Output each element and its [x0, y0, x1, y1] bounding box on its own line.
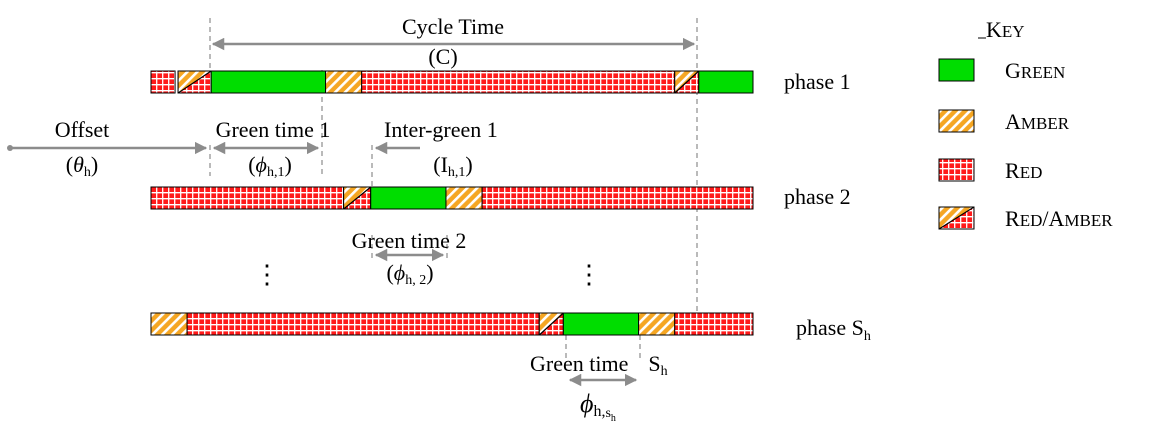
- segment-amber: [638, 312, 676, 336]
- phase-s-bar: [150, 312, 754, 336]
- legend-swatch-green: [938, 58, 975, 82]
- legend-swatch-red: [938, 158, 975, 182]
- segment-red: [361, 70, 676, 94]
- segment-red: [481, 186, 754, 210]
- legend-swatch-amber: [938, 109, 975, 133]
- phase-s-label: phase Sh: [796, 315, 871, 344]
- legend: KEY GREEN AMBER RED RED/AMBER: [938, 17, 1113, 231]
- segment-red-amber-divider: [538, 312, 564, 336]
- phase-1-label: phase 1: [784, 69, 851, 94]
- segment-red-amber-divider: [674, 70, 700, 94]
- inter-green-1-label: Inter-green 1: [384, 117, 498, 142]
- legend-swatch-red-amber-divider: [938, 206, 975, 230]
- segment-green: [210, 70, 327, 94]
- segment-red: [674, 312, 754, 336]
- legend-swatch-red-amber-border: [938, 206, 975, 230]
- inter-green-1-symbol: (Ih,1): [433, 152, 472, 180]
- ellipsis-right: ⋮: [576, 260, 602, 289]
- green-time-s-label: Green time Sh: [530, 351, 668, 379]
- legend-label-amber: AMBER: [1005, 109, 1070, 134]
- phase-1-bar: [150, 70, 754, 94]
- segment-red-amber-divider: [177, 70, 212, 94]
- green-time-2-symbol: (ϕh, 2): [386, 260, 433, 288]
- segment-red: [150, 70, 176, 94]
- phase-2-bar: [150, 186, 754, 210]
- ellipsis-left: ⋮: [254, 260, 280, 289]
- cycle-time-label: Cycle Time: [402, 14, 504, 39]
- segment-red-amber-divider: [343, 186, 372, 210]
- legend-label-green: GREEN: [1005, 58, 1065, 83]
- offset-symbol: (θh): [66, 152, 98, 180]
- segment-amber: [445, 186, 483, 210]
- green-time-s-symbol: ϕh,sh: [580, 389, 616, 424]
- legend-title: KEY: [986, 17, 1025, 42]
- segment-green: [370, 186, 447, 210]
- green-time-1-symbol: (ϕh,1): [248, 152, 292, 180]
- green-time-2-label: Green time 2: [352, 228, 467, 253]
- segment-green: [698, 70, 754, 94]
- offset-arrow-tail: [7, 145, 13, 151]
- segment-green: [562, 312, 640, 336]
- legend-label-red: RED: [1005, 158, 1042, 183]
- phase-2-label: phase 2: [784, 184, 851, 209]
- segment-amber: [325, 70, 363, 94]
- segment-red: [186, 312, 540, 336]
- cycle-symbol: (C): [428, 44, 457, 69]
- segment-amber: [150, 312, 188, 336]
- segment-red: [150, 186, 345, 210]
- offset-label: Offset: [55, 117, 110, 142]
- legend-label-red-amber: RED/AMBER: [1005, 206, 1113, 231]
- green-time-1-label: Green time 1: [216, 117, 331, 142]
